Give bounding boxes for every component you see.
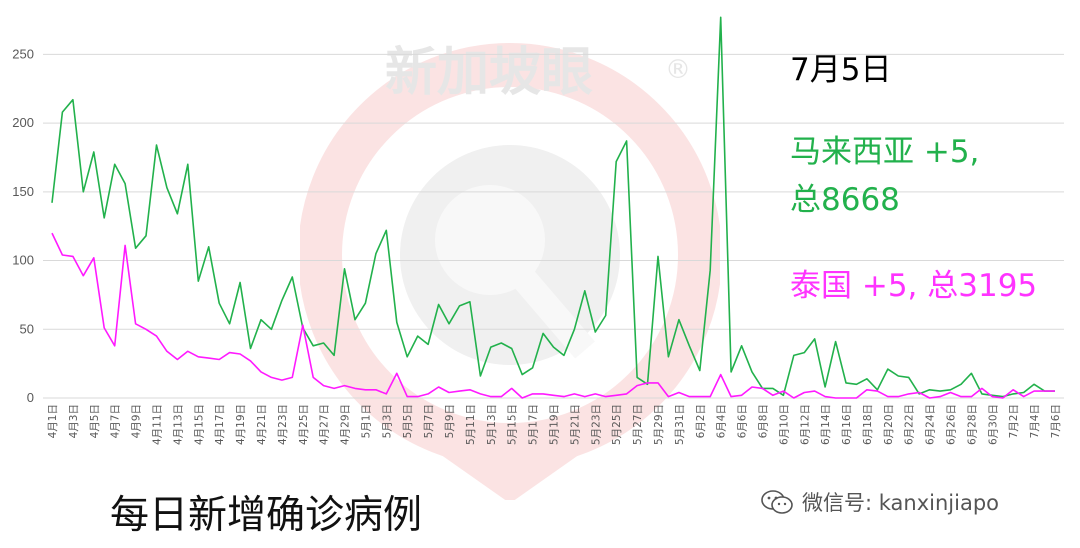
x-tick-label: 4月3日 (68, 404, 80, 438)
series-line-thailand (51, 232, 1055, 399)
malaysia-label-line-1: 马来西亚 +5, (790, 134, 980, 170)
x-tick-label: 5月15日 (507, 404, 519, 445)
x-tick-label: 4月19日 (235, 404, 247, 445)
x-tick-label: 6月2日 (695, 404, 707, 438)
y-tick-label: 100 (12, 253, 34, 268)
x-tick-label: 6月28日 (966, 404, 978, 445)
x-tick-label: 6月12日 (799, 404, 811, 445)
x-tick-label: 5月13日 (486, 404, 498, 445)
y-tick-label: 0 (27, 390, 34, 405)
x-tick-label: 6月4日 (716, 404, 728, 438)
x-tick-label: 4月27日 (319, 404, 331, 445)
malaysia-label: 马来西亚 +5, 总8668 (790, 128, 979, 224)
x-tick-label: 6月30日 (987, 404, 999, 445)
wechat-watermark: 微信号: kanxinjiapo (760, 487, 999, 517)
x-tick-label: 4月1日 (47, 404, 59, 438)
x-tick-label: 7月4日 (1029, 404, 1041, 438)
x-tick-label: 5月29日 (653, 404, 665, 445)
x-tick-label: 4月15日 (193, 404, 205, 445)
series-line-malaysia (51, 16, 1055, 398)
x-tick-label: 7月6日 (1050, 404, 1062, 438)
chart-caption: 每日新增确诊病例 (110, 493, 423, 538)
series-lines (51, 16, 1055, 399)
x-tick-label: 5月25日 (611, 404, 623, 445)
x-tick-label: 6月20日 (883, 404, 895, 445)
x-tick-label: 4月5日 (89, 404, 101, 438)
wechat-id-text: 微信号: kanxinjiapo (802, 491, 1000, 515)
x-tick-label: 5月9日 (444, 404, 456, 438)
x-tick-label: 7月2日 (1008, 404, 1020, 438)
x-axis-ticks: 4月1日 4月3日 4月5日 4月7日 4月9日 4月11日 4月13日 4月15日 4月17日… (47, 404, 1062, 445)
x-tick-label: 5月19日 (549, 404, 561, 445)
date-title: 7月5日 (790, 52, 892, 88)
x-tick-label: 4月9日 (131, 404, 143, 438)
x-tick-label: 4月7日 (110, 404, 122, 438)
wechat-icon (761, 490, 793, 514)
x-tick-label: 4月11日 (151, 404, 163, 445)
x-tick-label: 6月10日 (778, 404, 790, 445)
x-tick-label: 4月25日 (298, 404, 310, 445)
x-tick-label: 6月24日 (925, 404, 937, 445)
x-tick-label: 6月18日 (862, 404, 874, 445)
y-tick-label: 50 (20, 321, 34, 336)
y-tick-label: 200 (12, 115, 34, 130)
malaysia-label-line-2: 总8668 (790, 182, 900, 218)
thailand-label: 泰国 +5, 总3195 (790, 268, 1038, 304)
x-tick-label: 5月17日 (528, 404, 540, 445)
y-tick-label: 150 (12, 184, 34, 199)
x-tick-label: 4月17日 (214, 404, 226, 445)
x-tick-label: 6月6日 (737, 404, 749, 438)
x-tick-label: 4月21日 (256, 404, 268, 445)
brand-watermark-logo: 新加坡眼 ® (300, 43, 720, 500)
x-tick-label: 6月16日 (841, 404, 853, 445)
x-tick-label: 6月26日 (946, 404, 958, 445)
x-tick-label: 5月27日 (632, 404, 644, 445)
x-tick-label: 4月13日 (172, 404, 184, 445)
x-tick-label: 4月23日 (277, 404, 289, 445)
y-tick-label: 250 (12, 46, 34, 61)
x-tick-label: 5月31日 (674, 404, 686, 445)
x-tick-label: 5月11日 (465, 404, 477, 445)
y-axis-ticks: 0 50 100 150 200 250 (12, 46, 34, 405)
x-tick-label: 5月3日 (381, 404, 393, 438)
x-tick-label: 5月5日 (402, 404, 414, 438)
x-tick-label: 6月8日 (757, 404, 769, 438)
grid-lines (43, 53, 1064, 399)
x-tick-label: 5月23日 (590, 404, 602, 445)
x-tick-label: 5月7日 (423, 404, 435, 438)
x-tick-label: 6月22日 (904, 404, 916, 445)
x-tick-label: 4月29日 (340, 404, 352, 445)
x-tick-label: 5月21日 (569, 404, 581, 445)
watermark-brand-text: 新加坡眼 (385, 43, 593, 103)
x-tick-label: 5月1日 (360, 404, 372, 438)
x-tick-label: 6月14日 (820, 404, 832, 445)
watermark-registered-mark: ® (665, 55, 691, 85)
